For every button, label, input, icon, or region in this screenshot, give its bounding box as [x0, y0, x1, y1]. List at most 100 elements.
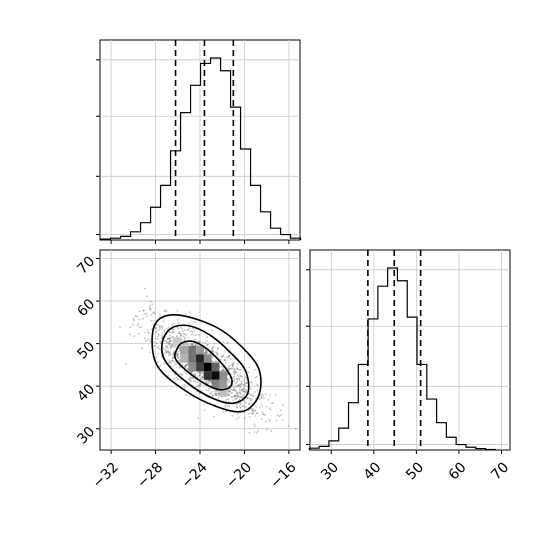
sample-point: [201, 377, 204, 380]
density-cell: [188, 362, 197, 372]
sample-point: [194, 372, 197, 375]
sample-point: [232, 364, 235, 366]
sample-point: [184, 312, 187, 315]
sample-point: [234, 370, 237, 373]
sample-point: [232, 362, 234, 365]
y-tick-label: 40: [74, 381, 98, 405]
sample-point: [190, 333, 193, 336]
sample-point: [243, 383, 246, 386]
sample-point: [236, 406, 238, 409]
sample-point: [248, 403, 251, 405]
sample-point: [205, 351, 208, 354]
sample-point: [189, 330, 191, 333]
x-tick-label: −16: [267, 459, 299, 491]
sample-point: [199, 370, 201, 373]
sample-point: [236, 362, 239, 365]
sample-point: [150, 328, 153, 331]
sample-point: [164, 348, 167, 351]
sample-point: [189, 376, 192, 378]
sample-point: [185, 343, 188, 346]
sample-point: [177, 378, 179, 381]
sample-point: [185, 394, 188, 396]
sample-point: [254, 425, 256, 428]
sample-point: [236, 367, 239, 370]
quantile-lines: [367, 250, 422, 450]
sample-point: [229, 364, 231, 367]
sample-point: [276, 414, 279, 417]
sample-point: [156, 353, 159, 355]
sample-point: [198, 392, 201, 395]
sample-point: [162, 347, 165, 350]
density-cell: [203, 354, 212, 363]
sample-point: [211, 390, 214, 393]
sample-point: [236, 368, 239, 370]
sample-point: [193, 321, 196, 324]
sample-point: [191, 377, 194, 380]
sample-point: [188, 327, 190, 330]
sample-point: [171, 343, 174, 346]
sample-point: [234, 394, 237, 397]
sample-point: [248, 416, 251, 418]
sample-point: [250, 398, 253, 401]
sample-point: [237, 385, 240, 388]
sample-point: [226, 341, 229, 344]
sample-point: [262, 397, 265, 400]
sample-point: [204, 349, 207, 352]
sample-point: [228, 355, 231, 358]
sample-point: [186, 364, 189, 366]
sample-point: [195, 385, 198, 388]
sample-point: [171, 331, 174, 334]
sample-point: [256, 389, 259, 392]
sample-point: [200, 377, 203, 379]
sample-point: [199, 383, 202, 386]
sample-point: [233, 372, 236, 375]
sample-point: [237, 391, 240, 394]
sample-point: [281, 418, 284, 421]
sample-point: [163, 362, 166, 365]
sample-point: [199, 371, 202, 373]
sample-point: [248, 393, 251, 396]
sample-point: [129, 326, 132, 329]
sample-point: [183, 365, 186, 368]
sample-point: [180, 334, 182, 337]
sample-point: [179, 332, 182, 335]
sample-point: [187, 336, 190, 339]
sample-point: [243, 390, 245, 393]
sample-point: [218, 392, 220, 395]
density-cell: [196, 345, 204, 355]
sample-point: [145, 315, 148, 317]
sample-point: [239, 375, 242, 377]
sample-point: [142, 309, 145, 312]
sample-point: [212, 394, 215, 397]
sample-point: [215, 351, 218, 353]
sample-point: [265, 405, 268, 408]
sample-point: [239, 385, 241, 388]
sample-point: [236, 393, 239, 395]
sample-point: [255, 412, 258, 415]
sample-point: [231, 367, 234, 370]
sample-point: [240, 382, 243, 384]
sample-point: [141, 347, 144, 350]
sample-point: [185, 364, 187, 367]
sample-point: [224, 406, 227, 408]
sample-point: [255, 375, 258, 378]
sample-point: [167, 337, 169, 340]
contour-middle: [160, 324, 250, 405]
sample-point: [223, 359, 226, 361]
sample-point: [243, 380, 246, 383]
sample-point: [169, 354, 172, 356]
x-tick-label: −32: [90, 459, 122, 491]
sample-point: [254, 391, 256, 393]
sample-point: [244, 376, 247, 379]
sample-point: [153, 344, 156, 347]
sample-point: [172, 357, 174, 360]
sample-point: [235, 397, 238, 400]
sample-point: [138, 318, 141, 321]
sample-point: [206, 336, 209, 338]
sample-point: [233, 389, 236, 392]
sample-point: [190, 330, 193, 333]
sample-point: [239, 374, 242, 377]
sample-point: [227, 356, 229, 358]
sample-point: [237, 375, 240, 378]
sample-point: [163, 351, 166, 354]
